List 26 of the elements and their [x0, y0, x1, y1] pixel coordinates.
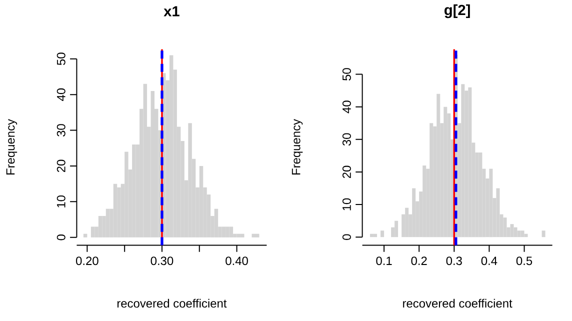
x-tick-label: 0.1 — [376, 256, 392, 265]
x-tick-label: 0.2 — [411, 256, 427, 265]
y-tick-label: 30 — [342, 133, 351, 146]
y-tick-label: 10 — [342, 198, 351, 210]
y-axis-title: Frequency — [292, 118, 303, 174]
chart-title: g[2] — [444, 4, 470, 18]
x-tick-label: 0.4 — [481, 256, 498, 265]
y-tick-label: 40 — [342, 100, 351, 114]
chart-title: x1 — [164, 6, 180, 16]
y-tick-label: 30 — [56, 124, 66, 136]
y-axis-title: Frequency — [6, 118, 18, 174]
x-tick-label: 0.5 — [516, 256, 532, 265]
y-tick-label: 0 — [56, 234, 66, 240]
x-tick-label: 0.3 — [446, 256, 462, 265]
x-tick-label: 0.20 — [76, 256, 98, 265]
y-tick-label: 10 — [56, 195, 66, 208]
y-tick-label: 50 — [56, 52, 66, 65]
y-tick-label: 20 — [342, 166, 351, 178]
y-tick-label: 20 — [56, 160, 66, 172]
y-tick-label: 0 — [342, 234, 351, 240]
x-axis-title: recovered coefficient — [403, 298, 512, 308]
x-tick-label: 0.30 — [150, 256, 174, 265]
x-tick-label: 0.40 — [226, 256, 248, 265]
y-tick-label: 50 — [342, 68, 351, 80]
y-tick-label: 40 — [56, 88, 66, 101]
x-axis-title: recovered coefficient — [117, 298, 227, 308]
